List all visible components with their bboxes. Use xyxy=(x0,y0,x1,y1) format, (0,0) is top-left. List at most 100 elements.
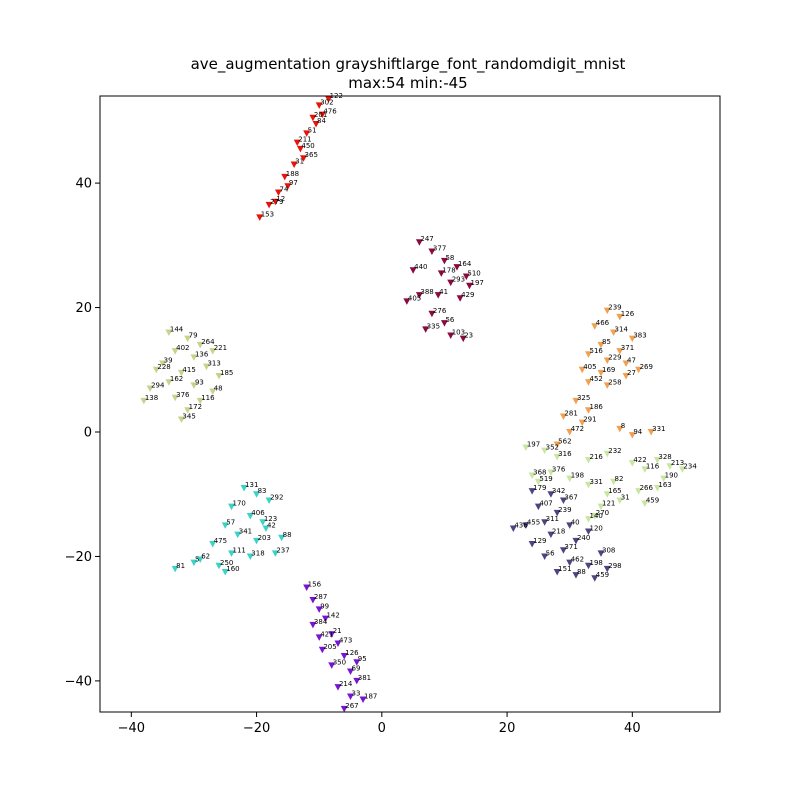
point-label: 475 xyxy=(214,537,227,545)
point-label: 335 xyxy=(427,322,440,330)
plot-frame xyxy=(99,95,721,713)
point-label: 376 xyxy=(176,391,190,399)
point-label: 116 xyxy=(201,394,215,402)
point-label: 58 xyxy=(445,254,454,262)
point-label: 142 xyxy=(326,612,339,620)
point-label: 197 xyxy=(470,279,483,287)
point-label: 5 xyxy=(195,556,199,564)
point-label: 239 xyxy=(558,506,571,514)
scatter-point xyxy=(641,500,649,508)
point-label: 316 xyxy=(558,450,572,458)
scatter-point xyxy=(296,145,304,153)
scatter-point xyxy=(528,541,536,548)
scatter-point xyxy=(616,313,624,321)
point-label: 237 xyxy=(276,546,289,554)
scatter-point xyxy=(584,562,592,570)
scatter-point xyxy=(259,519,267,526)
scatter-point xyxy=(591,323,599,330)
scatter-point xyxy=(603,450,611,458)
point-label: 163 xyxy=(658,481,671,489)
point-label: 103 xyxy=(452,329,465,337)
point-label: 47 xyxy=(627,357,636,365)
point-label: 476 xyxy=(323,108,337,116)
point-label: 190 xyxy=(665,472,678,480)
point-label: 228 xyxy=(157,363,170,371)
point-label: 69 xyxy=(352,665,361,673)
scatter-point xyxy=(528,472,536,480)
point-label: 440 xyxy=(414,263,427,271)
scatter-point xyxy=(325,96,333,103)
scatter-point xyxy=(262,525,270,532)
scatter-point xyxy=(559,497,567,504)
point-label: 405 xyxy=(408,294,421,302)
point-label: 203 xyxy=(258,534,271,542)
point-label: 144 xyxy=(170,325,184,333)
scatter-point xyxy=(215,373,223,380)
point-label: 97 xyxy=(289,179,298,187)
scatter-point xyxy=(321,615,329,623)
point-label: 452 xyxy=(589,375,602,383)
scatter-point xyxy=(509,525,517,532)
scatter-point xyxy=(584,407,592,414)
point-label: 56 xyxy=(445,316,454,324)
scatter-point xyxy=(572,572,580,579)
scatter-point xyxy=(196,397,204,405)
scatter-point xyxy=(437,270,445,277)
scatter-point xyxy=(146,385,154,392)
scatter-point xyxy=(265,201,273,209)
point-label: 381 xyxy=(358,674,371,682)
point-label: 368 xyxy=(533,469,546,477)
point-label: 136 xyxy=(195,350,209,358)
point-label: 342 xyxy=(552,487,565,495)
point-label: 352 xyxy=(546,444,559,452)
point-label: 383 xyxy=(633,332,646,340)
point-label: 116 xyxy=(646,462,660,470)
point-label: 345 xyxy=(182,413,195,421)
scatter-point xyxy=(566,559,574,567)
scatter-point xyxy=(246,553,254,560)
point-label: 367 xyxy=(564,493,577,501)
scatter-point xyxy=(209,388,217,396)
point-label: 258 xyxy=(608,378,621,386)
point-label: 341 xyxy=(239,528,252,536)
scatter-point xyxy=(628,335,636,343)
chart-subtitle: max:54 min:-45 xyxy=(348,74,467,92)
point-label: 51 xyxy=(308,126,317,134)
scatter-point xyxy=(597,369,605,377)
scatter-point xyxy=(528,488,536,495)
scatter-point xyxy=(666,463,674,470)
points-layer xyxy=(140,96,686,713)
scatter-point xyxy=(459,335,467,343)
scatter-point xyxy=(584,351,592,358)
point-label: 126 xyxy=(345,649,359,657)
scatter-point xyxy=(453,264,461,271)
point-label: 99 xyxy=(320,602,329,610)
scatter-point xyxy=(422,326,430,333)
scatter-point xyxy=(522,444,530,452)
point-label: 185 xyxy=(220,369,233,377)
scatter-point xyxy=(653,485,661,492)
scatter-point xyxy=(541,553,549,560)
point-label: 151 xyxy=(558,565,571,573)
point-label: 170 xyxy=(233,500,246,508)
point-label: 516 xyxy=(589,347,603,355)
point-label: 436 xyxy=(514,521,528,529)
point-label: 205 xyxy=(323,643,336,651)
point-label: 462 xyxy=(571,556,584,564)
point-label: 276 xyxy=(433,307,447,315)
point-label: 82 xyxy=(615,475,624,483)
scatter-point xyxy=(616,348,624,355)
scatter-point xyxy=(303,130,311,137)
scatter-point xyxy=(591,575,599,582)
scatter-point xyxy=(603,307,611,315)
point-label: 314 xyxy=(615,325,629,333)
point-label: 186 xyxy=(589,403,603,411)
point-label: 121 xyxy=(602,500,615,508)
scatter-point xyxy=(190,354,198,361)
scatter-point xyxy=(315,634,323,641)
point-label: 365 xyxy=(305,151,318,159)
scatter-point xyxy=(318,646,326,654)
point-label: 328 xyxy=(658,453,671,461)
point-label: 234 xyxy=(683,462,697,470)
point-label: 459 xyxy=(646,497,659,505)
